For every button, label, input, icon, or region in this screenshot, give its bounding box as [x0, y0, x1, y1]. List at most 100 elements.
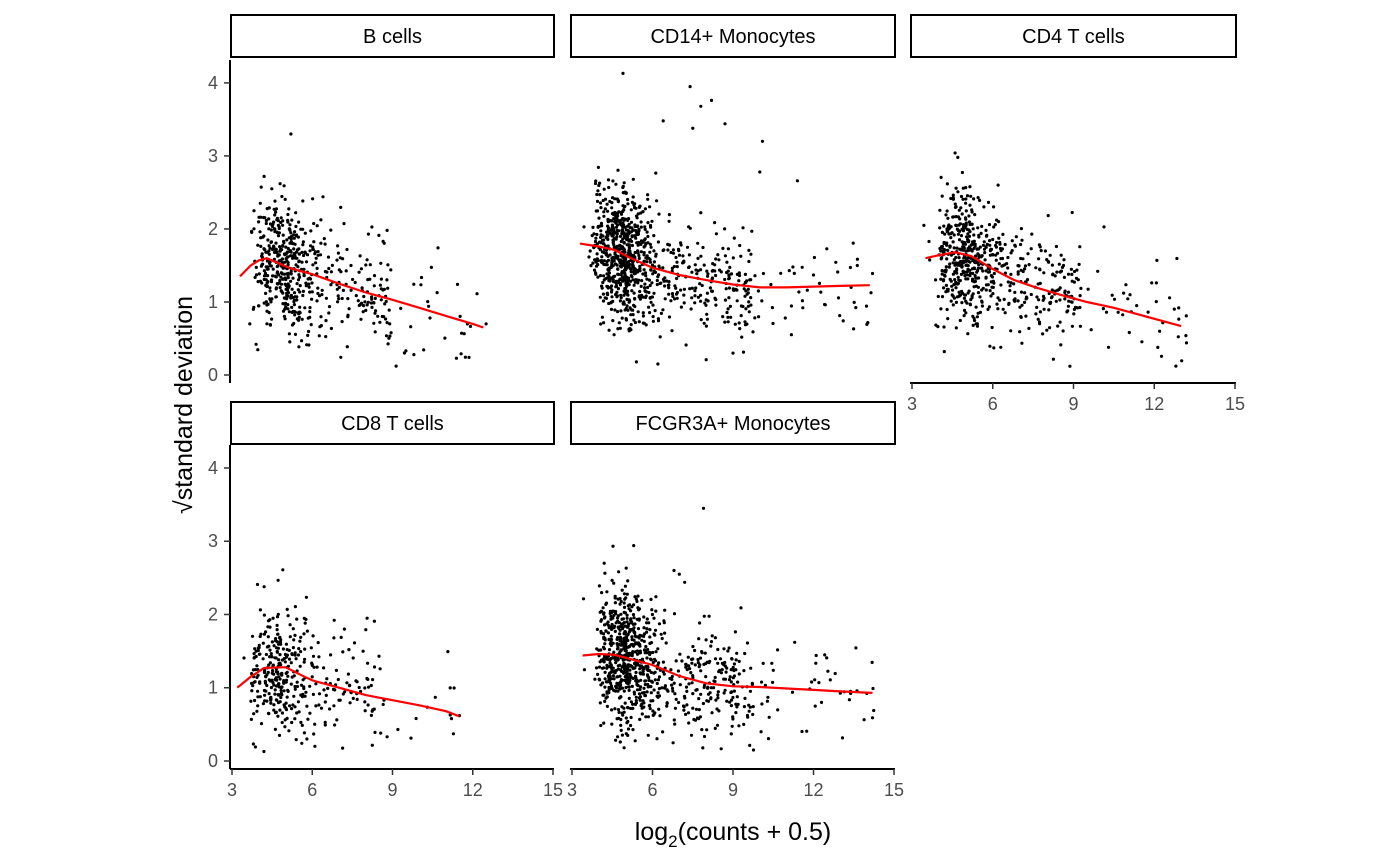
point — [625, 292, 629, 296]
point — [414, 716, 418, 721]
point — [619, 277, 623, 281]
point — [649, 268, 653, 272]
point — [766, 737, 771, 741]
point — [968, 230, 972, 234]
point — [961, 186, 965, 190]
point — [716, 647, 720, 652]
point — [645, 621, 649, 625]
point — [266, 238, 270, 242]
outlier-point — [281, 568, 285, 572]
point — [323, 700, 327, 704]
point — [615, 232, 619, 236]
point — [612, 280, 616, 284]
point — [602, 660, 606, 664]
y-tick-label: 3 — [208, 146, 218, 166]
point — [311, 247, 315, 252]
point — [289, 237, 293, 241]
point — [286, 614, 290, 618]
point — [638, 687, 642, 692]
point — [671, 248, 676, 252]
point — [616, 168, 620, 172]
point — [694, 707, 699, 711]
point — [608, 231, 612, 235]
point — [634, 701, 639, 705]
point — [602, 321, 606, 325]
outlier-point — [870, 271, 875, 276]
point — [714, 257, 718, 261]
point — [293, 687, 297, 691]
point — [317, 692, 322, 696]
point — [357, 303, 361, 308]
point — [622, 601, 626, 605]
point — [949, 196, 953, 201]
point — [269, 679, 273, 683]
point — [988, 253, 993, 257]
point — [258, 230, 262, 234]
point — [602, 187, 606, 191]
point — [660, 686, 664, 690]
point — [268, 323, 272, 327]
point — [620, 316, 624, 320]
point — [682, 705, 686, 709]
outlier-point — [396, 727, 400, 732]
point — [603, 207, 607, 211]
point — [299, 693, 303, 697]
point — [613, 308, 617, 312]
point — [363, 709, 367, 713]
point — [329, 653, 333, 657]
point — [268, 246, 272, 250]
point — [805, 288, 809, 292]
point — [599, 206, 603, 210]
outlier-point — [385, 735, 389, 739]
point — [666, 283, 671, 287]
point — [611, 544, 615, 548]
point — [636, 243, 640, 247]
point — [298, 664, 302, 668]
point — [373, 311, 377, 315]
point — [623, 611, 628, 615]
point — [630, 239, 634, 243]
point — [265, 207, 269, 211]
point — [954, 224, 959, 228]
point — [633, 739, 637, 743]
point — [254, 649, 258, 653]
point — [706, 274, 710, 278]
point — [727, 274, 731, 278]
point — [452, 686, 456, 690]
point — [316, 641, 320, 645]
point — [308, 249, 312, 253]
point — [279, 638, 283, 642]
point — [701, 245, 705, 250]
point — [308, 310, 312, 314]
point — [317, 655, 321, 659]
point — [749, 666, 753, 670]
point — [1062, 275, 1066, 279]
point — [706, 299, 710, 303]
point — [800, 265, 804, 269]
point — [307, 343, 311, 347]
point — [310, 281, 314, 285]
point — [609, 285, 613, 289]
point — [619, 273, 623, 277]
point — [615, 642, 619, 646]
point — [370, 297, 374, 301]
point — [275, 678, 279, 682]
point — [647, 704, 651, 708]
point — [596, 225, 600, 229]
point — [616, 597, 620, 601]
point — [382, 287, 386, 291]
point — [261, 641, 265, 645]
point — [704, 675, 708, 679]
point — [301, 293, 305, 298]
point — [678, 652, 682, 656]
point — [1037, 298, 1041, 302]
point — [641, 672, 646, 676]
point — [1048, 301, 1052, 306]
point — [297, 710, 301, 714]
point — [335, 258, 339, 262]
outlier-point — [366, 232, 370, 236]
outlier-point — [683, 580, 687, 584]
point — [599, 322, 603, 326]
point — [599, 258, 604, 263]
point — [973, 260, 977, 264]
